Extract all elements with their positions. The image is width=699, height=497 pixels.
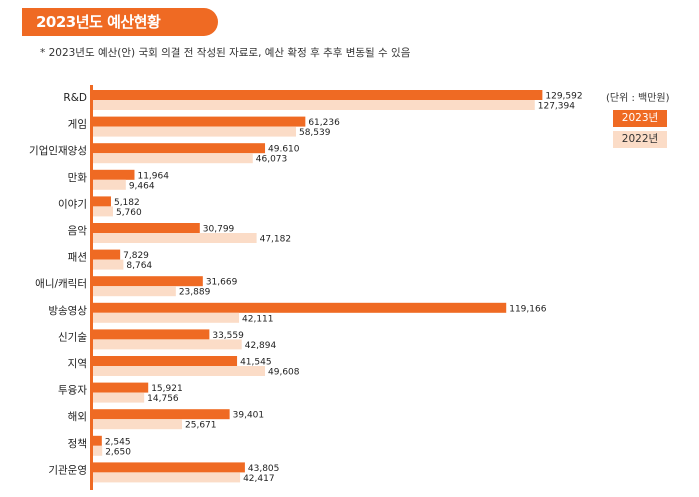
category-label: 정책 [68, 438, 87, 450]
data-label-2022: 127,394 [538, 102, 575, 112]
legend-2023: 2023년 [613, 110, 667, 127]
data-label-2022: 42,894 [245, 341, 277, 351]
bar-2022 [93, 366, 266, 376]
data-label-2023: 39,401 [233, 411, 265, 421]
bar-2022 [93, 259, 124, 270]
data-label-2023: 7,829 [123, 251, 149, 261]
data-label-2023: 49.610 [268, 145, 300, 155]
bar-2022 [93, 179, 126, 190]
data-label-2023: 2,545 [105, 437, 131, 447]
data-label-2022: 42,417 [243, 474, 275, 484]
footnote: * 2023년도 예산(안) 국회 의결 전 작성된 자료로, 예산 확정 후 … [40, 47, 411, 59]
bar-2022 [93, 339, 242, 350]
data-label-2023: 33,559 [212, 331, 244, 341]
data-label-2023: 31,669 [206, 278, 238, 288]
bar-2022 [93, 206, 113, 217]
category-label: R&D [63, 92, 87, 104]
data-label-2022: 2,650 [105, 447, 131, 457]
page-title: 2023년도 예산현황 [22, 8, 218, 36]
data-label-2022: 9,464 [129, 181, 155, 191]
bar-2023 [93, 356, 238, 366]
bar-2023 [93, 302, 507, 313]
category-label: 신기술 [58, 331, 87, 343]
bar-2023 [93, 276, 203, 287]
data-label-2023: 15,921 [151, 384, 183, 394]
data-label-2022: 25,671 [185, 421, 217, 431]
data-label-2023: 43,805 [248, 464, 280, 474]
bar-2023 [93, 143, 266, 154]
bar-2023 [93, 382, 149, 393]
bar-2022 [93, 126, 296, 137]
bar-2022 [93, 153, 253, 164]
bar-2022 [93, 445, 103, 456]
data-label-2022: 8,764 [126, 261, 152, 271]
bar-2023 [93, 249, 121, 260]
bar-2023 [93, 90, 543, 100]
data-label-2022: 46,073 [256, 155, 287, 165]
category-label: 애니/캐릭터 [35, 278, 87, 290]
category-label: 이야기 [58, 197, 87, 210]
bar-2022 [93, 233, 257, 243]
data-label-2022: 49,608 [268, 368, 300, 378]
data-label-2023: 5,182 [114, 198, 140, 208]
data-label-2022: 23,889 [179, 288, 211, 298]
data-label-2023: 30,799 [203, 225, 235, 235]
category-label: 기업인재양성 [29, 144, 87, 157]
category-label: 투융자 [58, 385, 87, 397]
bar-2023 [93, 169, 135, 180]
category-label: 만화 [68, 172, 88, 184]
bar-2023 [93, 435, 102, 446]
data-label-2023: 129,592 [545, 92, 582, 102]
data-label-2022: 42,111 [242, 314, 274, 324]
bar-2022 [93, 100, 535, 110]
bar-2023 [93, 329, 210, 340]
data-label-2023: 41,545 [240, 358, 271, 368]
bar-2022 [93, 419, 183, 430]
bar-2022 [93, 286, 176, 297]
bar-2022 [93, 312, 240, 323]
bar-2023 [93, 196, 111, 207]
category-label: 해외 [68, 410, 87, 423]
data-label-2023: 119,166 [509, 304, 546, 314]
category-label: 지역 [68, 358, 87, 370]
category-label: 음악 [68, 225, 88, 237]
legend-2022: 2022년 [613, 131, 667, 148]
category-label: 기관운영 [48, 464, 87, 476]
bar-2023 [93, 223, 200, 233]
unit-label: (단위 : 백만원) [606, 93, 670, 104]
data-label-2022: 14,756 [147, 394, 179, 404]
bar-2023 [93, 462, 245, 473]
category-label: 방송영상 [48, 305, 87, 317]
category-label: 패션 [68, 252, 87, 264]
data-label-2023: 61,236 [308, 118, 340, 128]
bar-2023 [93, 116, 306, 127]
data-label-2022: 5,760 [116, 208, 142, 218]
data-label-2022: 58,539 [299, 128, 331, 138]
data-label-2023: 11,964 [137, 171, 169, 181]
data-label-2022: 47,182 [260, 235, 292, 245]
y-axis-line [90, 85, 93, 490]
bar-2023 [93, 409, 230, 420]
bar-2022 [93, 392, 145, 403]
category-label: 게임 [68, 118, 87, 131]
bar-2022 [93, 472, 241, 483]
